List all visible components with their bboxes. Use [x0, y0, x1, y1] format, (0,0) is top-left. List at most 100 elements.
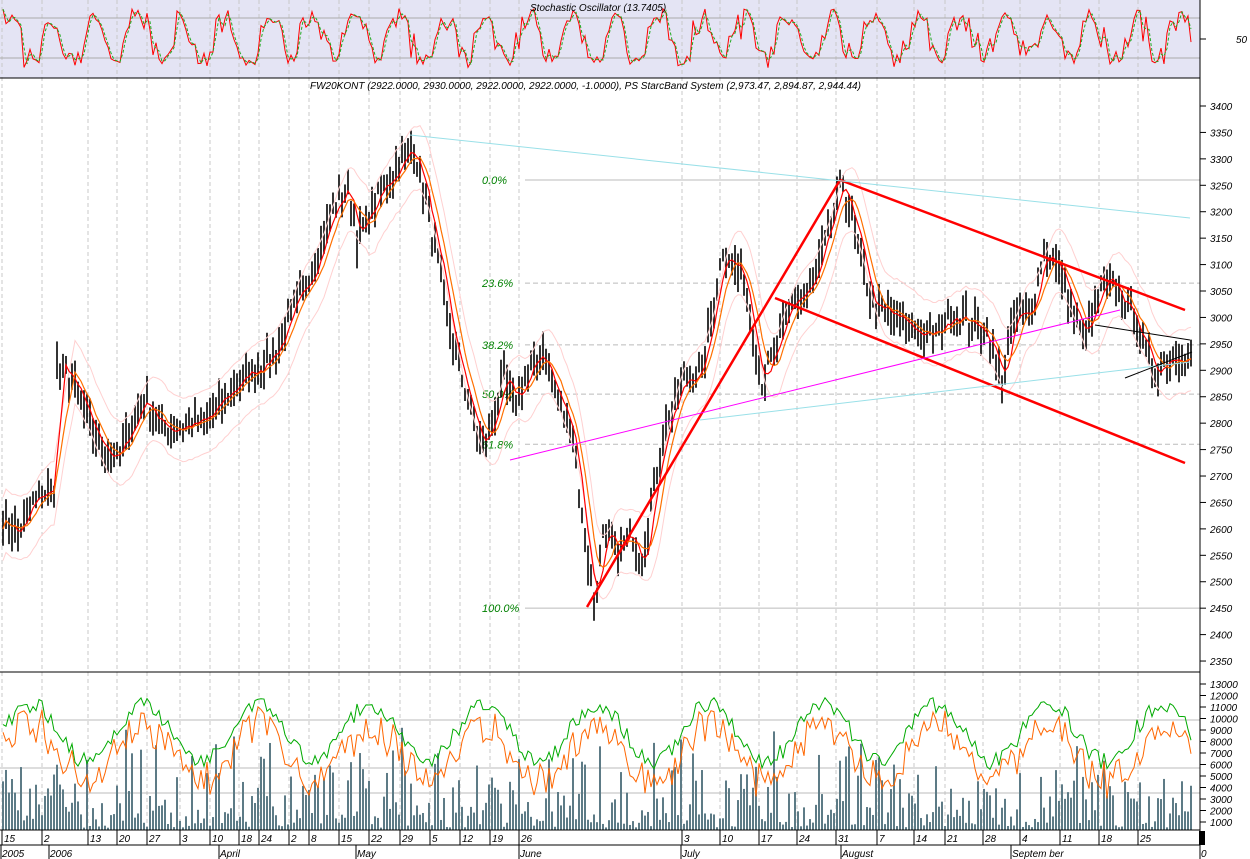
date-tick-label: 5 — [432, 834, 438, 845]
volume-tick-label: 12000 — [1210, 692, 1238, 703]
date-tick-label: 17 — [761, 834, 773, 845]
stochastic-title: Stochastic Oscillator (13.7405) — [530, 3, 666, 14]
moving-average-fast — [2, 151, 1192, 587]
fib-label: 38.2% — [482, 340, 513, 352]
date-tick-label: 3 — [684, 834, 690, 845]
date-tick-label: 2 — [43, 834, 50, 845]
date-tick-label: 28 — [984, 834, 997, 845]
trend-line — [509, 309, 1121, 461]
date-tick-label: 21 — [946, 834, 958, 845]
volume-tick-label: 7000 — [1210, 749, 1233, 760]
volume-tick-label: 3000 — [1210, 795, 1233, 806]
fibonacci-levels: 0.0%23.6%38.2%50.0%61.8%100.0% — [481, 175, 1200, 615]
date-axis-end — [1199, 831, 1205, 845]
price-tick-label: 3350 — [1210, 128, 1233, 139]
volume-tick-label: 13000 — [1210, 680, 1238, 691]
date-tick-label: 27 — [148, 834, 161, 845]
date-tick-label: 25 — [1139, 834, 1152, 845]
main-title: FW20KONT (2922.0000, 2930.0000, 2922.000… — [310, 81, 861, 92]
month-label: 0 — [1201, 849, 1207, 859]
price-tick-label: 3250 — [1210, 181, 1233, 192]
price-tick-label: 2950 — [1209, 340, 1233, 351]
price-tick-label: 3100 — [1210, 261, 1233, 272]
date-tick-label: 10 — [722, 834, 734, 845]
date-tick-label: 26 — [520, 834, 533, 845]
date-tick-label: 18 — [1101, 834, 1113, 845]
trend-line — [1124, 351, 1193, 379]
date-tick-label: 14 — [916, 834, 928, 845]
date-tick-label: 12 — [462, 834, 474, 845]
stochastic-lines — [2, 7, 1192, 69]
moving-average-slow — [2, 156, 1192, 569]
volume-tick-label: 8000 — [1210, 738, 1233, 749]
date-tick-label: 18 — [241, 834, 253, 845]
date-tick-label: 8 — [311, 834, 317, 845]
date-tick-label: 20 — [118, 834, 131, 845]
price-tick-label: 2700 — [1209, 472, 1233, 483]
date-tick-label: 19 — [492, 834, 504, 845]
price-tick-label: 3300 — [1210, 155, 1233, 166]
trend-line — [1094, 324, 1191, 341]
price-tick-label: 2850 — [1209, 393, 1233, 404]
price-tick-label: 2450 — [1209, 604, 1233, 615]
price-tick-label: 2900 — [1209, 366, 1233, 377]
price-tick-label: 2750 — [1209, 446, 1233, 457]
price-tick-label: 3050 — [1210, 287, 1233, 298]
fib-label: 0.0% — [482, 175, 507, 187]
stochastic-k-line — [2, 7, 1192, 69]
stoch-tick-label: 50 — [1236, 35, 1248, 46]
volume-tick-label: 10000 — [1210, 715, 1238, 726]
stochastic-d-line — [2, 8, 1192, 66]
volume-average-line — [2, 696, 1192, 771]
volume-tick-label: 1000 — [1210, 818, 1233, 829]
price-tick-label: 2650 — [1209, 498, 1233, 509]
fib-label: 23.6% — [481, 278, 513, 290]
volume-tick-label: 4000 — [1210, 784, 1233, 795]
trend-line — [585, 179, 842, 608]
fib-label: 100.0% — [482, 603, 520, 615]
month-label: June — [519, 849, 542, 859]
trend-line — [409, 134, 1191, 219]
price-tick-label: 3200 — [1210, 208, 1233, 219]
volume-tick-label: 6000 — [1210, 761, 1233, 772]
date-tick-label: 3 — [182, 834, 188, 845]
date-tick-label: 2 — [290, 834, 297, 845]
price-tick-label: 3150 — [1210, 234, 1233, 245]
price-tick-label: 2400 — [1209, 631, 1233, 642]
date-tick-label: 15 — [341, 834, 353, 845]
price-tick-label: 2600 — [1209, 525, 1233, 536]
date-tick-label: 10 — [212, 834, 224, 845]
month-label: 2006 — [49, 849, 73, 859]
volume-tick-label: 5000 — [1210, 772, 1233, 783]
fib-label: 61.8% — [482, 439, 513, 451]
trend-line — [774, 296, 1186, 465]
month-label: 2005 — [1, 849, 25, 859]
trend-lines — [409, 134, 1193, 608]
date-tick-label: 31 — [838, 834, 849, 845]
date-tick-label: 11 — [1062, 834, 1072, 845]
trend-line — [699, 361, 1191, 421]
date-tick-label: 22 — [370, 834, 383, 845]
price-bars — [2, 125, 1192, 621]
price-tick-label: 3000 — [1210, 313, 1233, 324]
month-label: Septem ber — [1012, 849, 1064, 859]
volume-oscillator-line — [2, 705, 1192, 799]
stochastic-panel — [0, 0, 1200, 78]
volume-tick-label: 2000 — [1209, 807, 1233, 818]
date-tick-label: 15 — [4, 834, 16, 845]
price-tick-label: 3400 — [1210, 102, 1233, 113]
price-tick-label: 2550 — [1209, 551, 1233, 562]
month-label: April — [219, 849, 241, 859]
date-tick-label: 4 — [1022, 834, 1028, 845]
volume-bars — [2, 696, 1192, 830]
date-tick-label: 24 — [260, 834, 273, 845]
price-tick-label: 2500 — [1209, 578, 1233, 589]
price-tick-label: 2350 — [1209, 657, 1233, 668]
volume-tick-label: 11000 — [1210, 703, 1238, 714]
month-label: July — [681, 849, 701, 859]
date-tick-label: 7 — [879, 834, 885, 845]
month-label: May — [357, 849, 377, 859]
